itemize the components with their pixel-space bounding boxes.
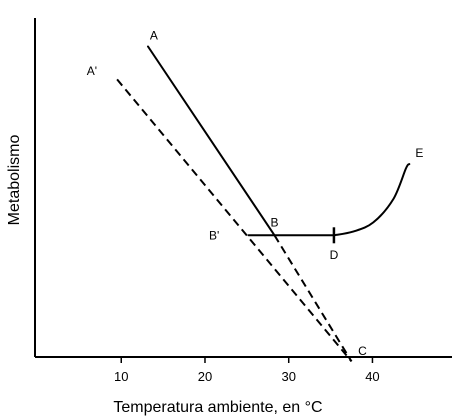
x-axis-title: Temperatura ambiente, en °C [113,399,322,416]
point-label-c: C [358,344,367,358]
x-tick-label: 20 [198,369,212,384]
x-ticks: 10 20 30 40 [114,357,380,384]
point-label-b: B [270,215,278,229]
y-axis-title: Metabolismo [6,135,23,226]
point-labels: A A' B B' C D E [87,28,424,358]
point-label-d: D [330,248,339,262]
series-line-2 [273,234,353,362]
point-label-a-prime: A' [87,64,97,78]
series-line-1 [147,45,276,237]
series-line-3 [116,78,353,363]
series-line-5 [332,163,411,237]
point-label-a: A [150,28,158,42]
plot-lines [116,45,411,363]
axes [34,18,452,358]
point-label-b-prime: B' [209,228,219,242]
x-tick-label: 10 [114,369,128,384]
point-label-e: E [415,146,423,160]
x-tick-label: 30 [281,369,295,384]
x-tick-label: 40 [365,369,379,384]
